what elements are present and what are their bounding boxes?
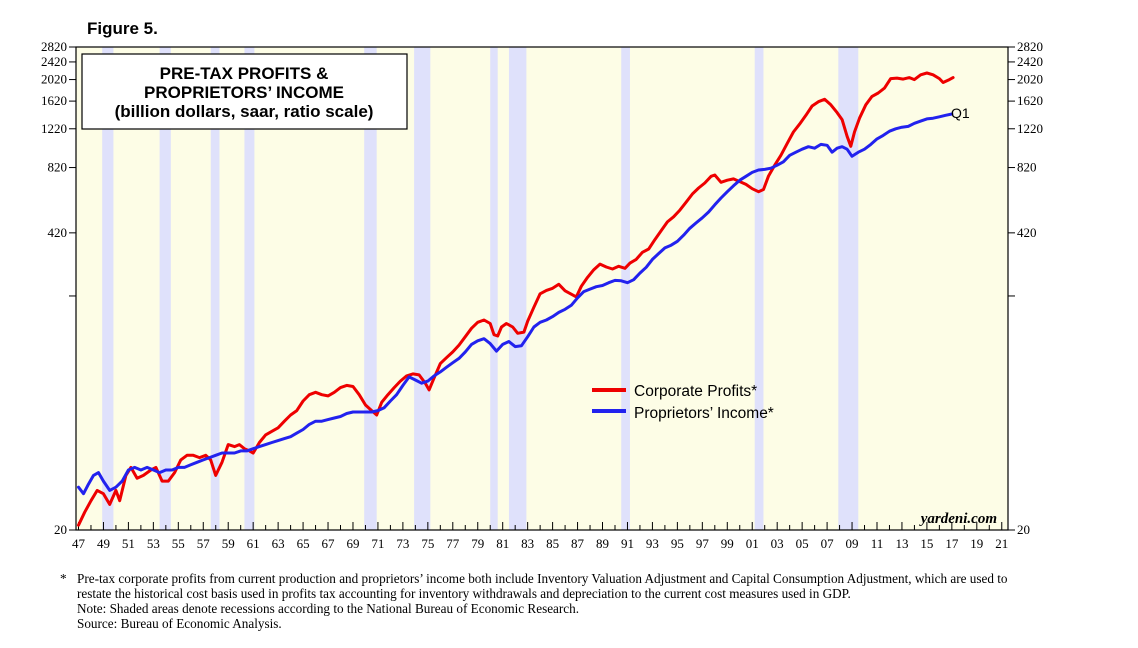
title-box-frame — [81, 53, 408, 130]
x-tick-label: 61 — [247, 536, 260, 551]
x-tick-label: 95 — [671, 536, 684, 551]
x-tick-label: 87 — [571, 536, 585, 551]
x-tick-label: 17 — [945, 536, 959, 551]
x-tick-label: 51 — [122, 536, 135, 551]
x-tick-label: 93 — [646, 536, 659, 551]
y-tick-label-left: 420 — [48, 225, 68, 240]
x-tick-label: 83 — [521, 536, 534, 551]
x-tick-label: 81 — [496, 536, 509, 551]
x-tick-label: 73 — [396, 536, 409, 551]
footnote: * Pre-tax corporate profits from current… — [60, 571, 1020, 631]
y-tick-label-right: 2820 — [1017, 39, 1043, 54]
legend-label-proprietors: Proprietors’ Income* — [634, 405, 774, 422]
y-tick-label-left: 1620 — [41, 93, 67, 108]
y-tick-label-right: 1220 — [1017, 121, 1043, 136]
x-tick-label: 65 — [297, 536, 310, 551]
y-tick-label-left: 20 — [54, 522, 67, 537]
x-tick-label: 09 — [846, 536, 859, 551]
y-tick-label-left: 820 — [48, 160, 68, 175]
y-tick-label-right: 1620 — [1017, 93, 1043, 108]
footnote-note: Note: Shaded areas denote recessions acc… — [77, 601, 580, 616]
recession-band — [244, 47, 255, 530]
chart-subtitle: (billion dollars, saar, ratio scale) — [115, 102, 374, 121]
footnote-asterisk-item: * Pre-tax corporate profits from current… — [60, 571, 1020, 601]
series-line-proprietors-income — [77, 112, 954, 496]
x-tick-label: 53 — [147, 536, 160, 551]
x-tick-label: 77 — [446, 536, 460, 551]
x-tick-label: 99 — [721, 536, 734, 551]
y-tick-label-left: 2420 — [41, 54, 67, 69]
x-tick-label: 89 — [596, 536, 609, 551]
x-tick-label: 57 — [197, 536, 211, 551]
y-tick-label-right: 2020 — [1017, 72, 1043, 87]
x-tick-label: 01 — [746, 536, 759, 551]
recession-band — [102, 47, 114, 530]
x-tick-label: 47 — [72, 536, 86, 551]
recession-band — [159, 47, 171, 530]
x-tick-label: 19 — [970, 536, 983, 551]
x-tick-label: 49 — [97, 536, 110, 551]
plot-frame — [75, 46, 1009, 531]
recession-band — [490, 47, 498, 530]
chart-title-line-1: PRE-TAX PROFITS & — [160, 64, 329, 83]
x-tick-label: 05 — [796, 536, 809, 551]
x-tick-label: 21 — [995, 536, 1008, 551]
footnote-text: Pre-tax corporate profits from current p… — [77, 571, 1008, 601]
y-tick-label-left: 2020 — [41, 72, 67, 87]
recession-band — [364, 47, 377, 530]
x-tick-label: 59 — [222, 536, 235, 551]
x-tick-label: 75 — [421, 536, 434, 551]
recession-band — [210, 47, 220, 530]
recession-band — [838, 47, 859, 530]
legend-label-corporate: Corporate Profits* — [634, 383, 757, 400]
x-tick-label: 91 — [621, 536, 634, 551]
y-tick-label-right: 2420 — [1017, 54, 1043, 69]
x-tick-label: 63 — [272, 536, 285, 551]
recession-bands — [102, 47, 859, 530]
x-tick-label: 11 — [871, 536, 884, 551]
series-lines — [77, 71, 955, 527]
y-tick-label-right: 420 — [1017, 225, 1037, 240]
series-line-corporate-profits — [77, 71, 955, 527]
recession-band — [508, 47, 527, 530]
recession-band — [414, 47, 431, 530]
x-tick-label: 03 — [771, 536, 784, 551]
x-tick-label: 97 — [696, 536, 710, 551]
watermark: yardeni.com — [919, 511, 997, 527]
x-tick-label: 15 — [920, 536, 933, 551]
y-tick-label-right: 820 — [1017, 160, 1037, 175]
series-end-label: Q1 — [951, 105, 970, 121]
y-tick-label-left: 2820 — [41, 39, 67, 54]
recession-band — [754, 47, 764, 530]
title-box: PRE-TAX PROFITS & PROPRIETORS’ INCOME (b… — [81, 53, 408, 130]
legend: Corporate Profits* Proprietors’ Income* — [592, 383, 774, 422]
x-tick-label: 79 — [471, 536, 484, 551]
footnote-source: Source: Bureau of Economic Analysis. — [77, 616, 282, 631]
figure-label: Figure 5. — [87, 19, 158, 38]
y-tick-label-right: 20 — [1017, 522, 1030, 537]
footnote-marker: * — [60, 571, 67, 586]
x-tick-label: 55 — [172, 536, 185, 551]
y-tick-label-left: 1220 — [41, 121, 67, 136]
x-tick-label: 13 — [895, 536, 908, 551]
x-tick-label: 69 — [346, 536, 359, 551]
x-tick-label: 67 — [322, 536, 336, 551]
x-tick-label: 71 — [371, 536, 384, 551]
recession-band — [621, 47, 630, 530]
x-tick-label: 85 — [546, 536, 559, 551]
x-tick-label: 07 — [821, 536, 835, 551]
chart-title-line-2: PROPRIETORS’ INCOME — [144, 83, 344, 102]
